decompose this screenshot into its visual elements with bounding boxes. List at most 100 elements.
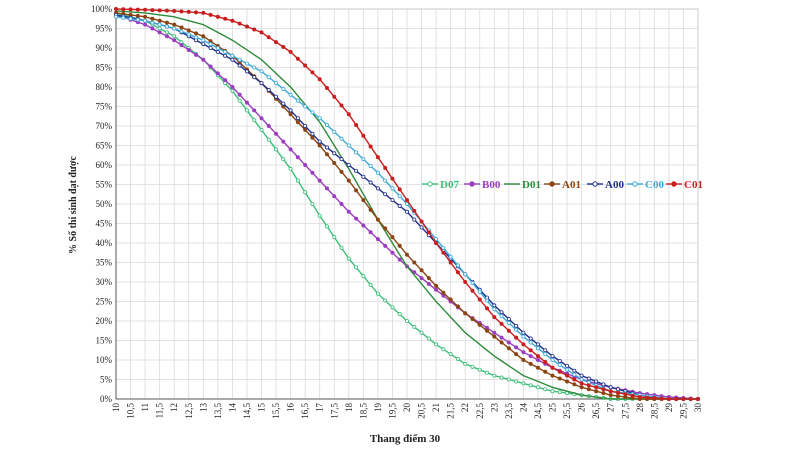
data-point [506,317,511,322]
data-point [506,320,511,325]
data-point [463,279,468,284]
data-point [332,194,337,199]
x-tick-label: 28,5 [649,403,659,419]
x-tick-label: 12,5 [184,403,194,419]
data-point [492,373,497,378]
data-point [346,143,351,148]
data-point [354,265,359,270]
data-point [215,49,220,54]
data-point [274,147,279,152]
data-point [448,254,453,259]
data-point [535,357,540,362]
data-point [368,282,373,287]
x-tick-label: 11 [140,403,150,412]
data-point [237,21,242,26]
data-point [514,345,519,350]
y-tick-label: 95% [96,24,113,34]
data-point [150,16,155,21]
x-tick-label: 20 [402,403,412,413]
data-point [463,361,468,366]
data-point [594,385,599,390]
data-point [659,396,664,401]
data-point [164,34,169,39]
data-point [485,306,490,311]
data-point [252,75,257,80]
data-point [244,108,249,113]
data-point [383,243,388,248]
data-point [696,396,701,401]
data-point [368,180,373,185]
y-tick-label: 25% [96,297,113,307]
data-point [223,78,228,83]
data-point [143,14,148,19]
data-point [346,112,351,117]
data-point [354,216,359,221]
data-point [281,139,286,144]
data-point [223,49,228,54]
data-point [550,365,555,370]
data-point [543,387,548,392]
data-point [317,143,322,148]
data-point [404,318,409,323]
data-point [666,396,671,401]
y-tick-label: 45% [96,219,113,229]
data-point [630,393,635,398]
data-point [674,396,679,401]
legend-item-a00: A00 [587,179,624,191]
data-point [434,287,439,292]
data-point [448,297,453,302]
legend-label: C00 [645,179,664,191]
data-point [266,35,271,40]
legend-label: D07 [440,179,459,191]
x-tick-label: 26 [577,403,587,413]
data-point [252,118,257,123]
data-point [295,178,300,183]
y-axis-ticks: 0% 5% 10% 15% 20% 25% 30% 35% 40% 45% 50% 55% 60% 65%… [91,4,113,404]
data-point [550,357,555,362]
data-point [521,357,526,362]
x-tick-label: 14,5 [242,403,252,419]
y-tick-label: 15% [96,336,113,346]
data-point [143,22,148,27]
data-point [201,38,206,43]
data-point [404,201,409,206]
data-point [339,245,344,250]
data-point [383,178,388,183]
data-point [310,170,315,175]
data-point [332,161,337,166]
data-point [499,310,504,315]
data-point [354,168,359,173]
data-point [688,396,693,401]
data-point [368,207,373,212]
legend-item-d07: D07 [422,179,459,191]
data-point [215,14,220,19]
data-point [579,377,584,382]
data-point [492,330,497,335]
data-point [237,92,242,97]
data-point [375,217,380,222]
x-tick-label: 22,5 [475,403,485,419]
data-point [441,290,446,295]
y-tick-label: 40% [96,238,113,248]
data-point [128,16,133,21]
y-tick-label: 30% [96,277,113,287]
data-point [295,120,300,125]
data-point [499,321,504,326]
data-point [135,7,140,12]
data-point [506,328,511,333]
legend-label: D01 [522,179,541,191]
data-point [194,31,199,36]
data-point [259,81,264,86]
data-point [434,240,439,245]
data-point [586,387,591,392]
data-point [601,382,606,387]
data-point [448,352,453,357]
chart-series [114,7,701,401]
y-tick-label: 20% [96,316,113,326]
data-point [288,112,293,117]
data-point [164,20,169,25]
data-point [419,330,424,335]
data-point [339,201,344,206]
data-point [288,108,293,113]
legend-label: B00 [482,179,501,191]
